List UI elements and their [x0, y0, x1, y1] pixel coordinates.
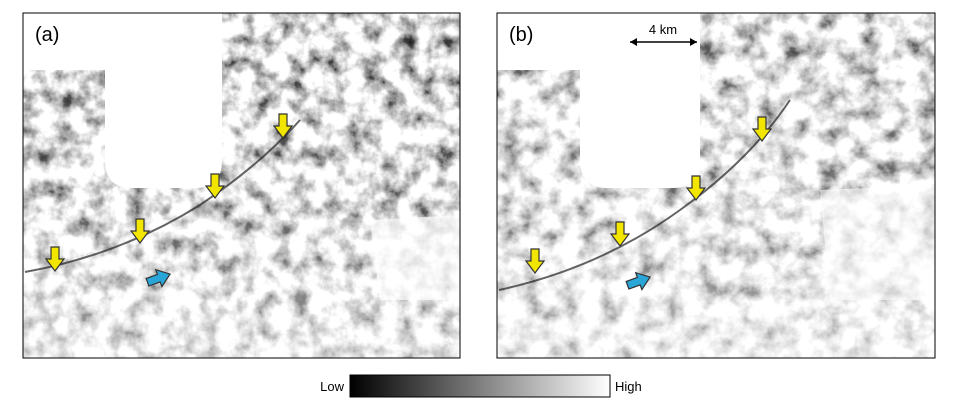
- colorbar-ramp: [349, 374, 611, 398]
- shading: [497, 13, 935, 358]
- panel-label: (a): [35, 24, 59, 46]
- panel-a: (a): [22, 12, 461, 359]
- fault-trace: [24, 119, 301, 273]
- light-zone: [820, 185, 935, 300]
- colorbar-high: High: [615, 379, 642, 394]
- panel-label: (b): [509, 24, 533, 46]
- no-data-area: [23, 13, 222, 188]
- colorbar-low: Low: [320, 379, 344, 394]
- panel-frame: [496, 12, 936, 359]
- scale-bar-arrowheads: [630, 38, 697, 46]
- no-data-area: [497, 13, 700, 188]
- light-zone: [370, 215, 460, 300]
- colorbar: Low High: [320, 374, 642, 398]
- shading: [23, 13, 460, 358]
- panel-frame: [22, 12, 461, 359]
- scale-bar-label: 4 km: [649, 22, 677, 37]
- panel-b: (b) 4 km: [496, 12, 936, 359]
